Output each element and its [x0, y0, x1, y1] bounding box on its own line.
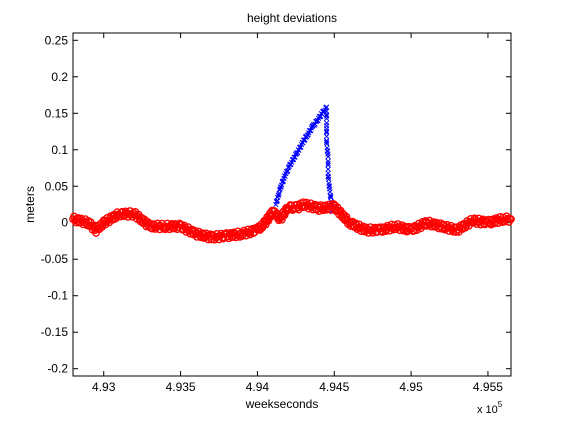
y-tick-label: 0: [61, 216, 68, 230]
data-point: [325, 174, 332, 180]
y-tick-label: -0.1: [47, 289, 68, 303]
y-tick-label: -0.05: [41, 252, 69, 266]
data-point: [118, 207, 127, 216]
series-1: [69, 198, 515, 244]
data-point: [323, 133, 330, 140]
y-axis-ticks: -0.2 -0.15 -0.1 -0.05 0 0.05 0.1 0.15 0.2 0.25: [41, 33, 511, 376]
y-tick-label: 0.2: [51, 70, 68, 84]
data-point: [370, 223, 379, 232]
data-point: [327, 193, 334, 200]
series-0: [273, 104, 336, 215]
data-point: [323, 128, 330, 134]
data-point: [325, 162, 331, 168]
x-axis-ticks: 4.93 4.935 4.94 4.945 4.95 4.955: [92, 33, 503, 394]
x-exponent-label: x 105: [477, 400, 503, 416]
x-axis-label: weekseconds: [245, 397, 319, 411]
x-exponent-power: 5: [498, 400, 503, 409]
x-tick-label: 4.935: [166, 380, 196, 394]
data-series: [69, 104, 515, 244]
x-tick-label: 4.94: [246, 380, 270, 394]
y-tick-label: 0.05: [45, 179, 69, 193]
data-point: [167, 219, 176, 228]
data-point: [74, 214, 83, 222]
data-point: [429, 218, 438, 227]
y-tick-label: 0.1: [51, 143, 68, 157]
data-point: [323, 139, 330, 145]
data-point: [276, 187, 283, 193]
x-tick-label: 4.945: [319, 380, 349, 394]
data-point: [325, 158, 331, 164]
y-tick-label: 0.25: [45, 33, 69, 47]
data-point: [325, 166, 331, 172]
x-tick-label: 4.95: [399, 380, 423, 394]
chart-title: height deviations: [247, 11, 337, 25]
data-point: [275, 192, 282, 198]
data-point: [325, 160, 331, 167]
y-tick-label: -0.2: [47, 362, 68, 376]
data-point: [325, 153, 331, 160]
data-point: [219, 234, 228, 243]
data-point: [507, 215, 515, 223]
data-point: [148, 224, 156, 233]
x-tick-label: 4.93: [92, 380, 116, 394]
data-point: [376, 223, 385, 232]
y-tick-label: 0.15: [45, 106, 69, 120]
data-point: [323, 115, 330, 122]
y-tick-label: -0.15: [41, 325, 69, 339]
data-point: [199, 229, 208, 238]
x-tick-label: 4.955: [473, 380, 503, 394]
data-point: [323, 104, 330, 110]
data-point: [325, 176, 332, 182]
y-axis-label: meters: [23, 186, 37, 223]
data-point: [299, 198, 308, 207]
x-exponent-base: x 10: [477, 404, 498, 416]
